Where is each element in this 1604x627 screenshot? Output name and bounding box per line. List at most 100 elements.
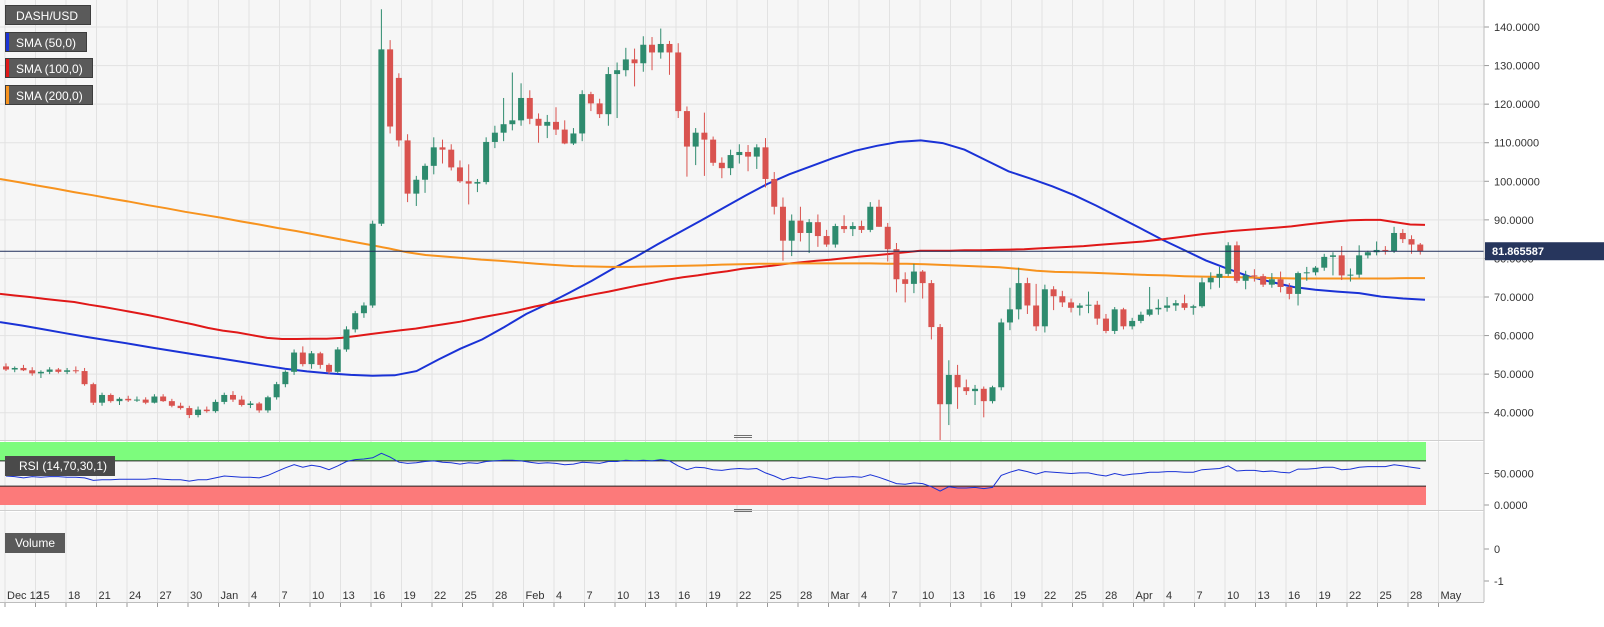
candle-down (387, 49, 394, 127)
volume-tick-label: 0 (1494, 544, 1500, 556)
candle-up (212, 401, 219, 412)
pane-resize-handle-lower[interactable] (734, 508, 752, 514)
candle-down (963, 387, 970, 392)
candle-up (474, 182, 481, 184)
candle-down (3, 366, 9, 370)
candle-down (238, 399, 245, 405)
candle-down (1033, 305, 1040, 327)
time-tick-label: 28 (1410, 590, 1422, 602)
candle-up (378, 49, 385, 224)
legend-sma-50[interactable]: SMA (50,0) (5, 32, 87, 52)
candle-down (1102, 318, 1109, 331)
candle-down (718, 162, 725, 169)
candle-down (177, 405, 184, 409)
rsi-tick-label: 0.0000 (1494, 500, 1528, 512)
candle-up (605, 74, 612, 115)
candle-up (1329, 255, 1336, 257)
legend-dash-usd[interactable]: DASH/USD (5, 5, 91, 25)
candle-up (1172, 303, 1179, 306)
candle-up (1207, 277, 1214, 283)
price-tick-label: 140.0000 (1494, 22, 1540, 34)
candle-up (753, 147, 760, 157)
candle-up (369, 223, 376, 306)
price-tick-label: 130.0000 (1494, 61, 1540, 73)
time-tick-label: 25 (465, 590, 477, 602)
pane-resize-handle-upper[interactable] (734, 434, 752, 440)
time-tick-label: 13 (648, 590, 660, 602)
candle-up (1015, 283, 1022, 310)
candle-up (500, 124, 507, 133)
candle-up (37, 371, 44, 374)
candle-down (81, 371, 88, 385)
legend-swatch (6, 86, 9, 104)
time-tick-label: 27 (160, 590, 172, 602)
candle-down (666, 43, 673, 53)
candle-up (334, 349, 341, 372)
candle-down (1277, 279, 1284, 287)
candle-down (771, 178, 778, 207)
candle-up (1199, 282, 1206, 307)
candle-up (195, 409, 202, 416)
time-tick-label: 19 (1014, 590, 1026, 602)
legend-label: SMA (100,0) (16, 62, 83, 76)
candle-down (762, 147, 769, 179)
time-tick-label: 16 (373, 590, 385, 602)
candle-down (448, 149, 455, 168)
candle-up (264, 397, 271, 411)
candle-down (395, 77, 402, 141)
candle-up (413, 179, 420, 194)
candle-up (544, 121, 551, 126)
time-tick-label: Mar (831, 590, 850, 602)
candle-down (1260, 276, 1267, 285)
candle-down (683, 111, 690, 147)
candle-down (326, 364, 333, 372)
candle-down (317, 353, 324, 365)
candle-down (561, 129, 568, 144)
rsi-legend[interactable]: RSI (14,70,30,1) (5, 456, 116, 476)
candle-up (806, 222, 813, 233)
volume-legend[interactable]: Volume (5, 533, 66, 553)
candle-up (1216, 273, 1223, 278)
candle-down (107, 394, 114, 402)
candle-up (1391, 232, 1398, 252)
time-tick-label: 30 (190, 590, 202, 602)
candle-down (29, 370, 36, 374)
candle-down (980, 388, 987, 402)
legend-label: SMA (50,0) (16, 36, 77, 50)
candle-down (186, 408, 193, 416)
candle-down (884, 226, 891, 250)
candle-up (282, 371, 289, 385)
time-tick-label: 10 (312, 590, 324, 602)
candle-down (954, 374, 961, 388)
legend-sma-100[interactable]: SMA (100,0) (5, 58, 93, 78)
candle-down (596, 103, 603, 115)
volume-tick-label: -1 (1494, 576, 1504, 588)
time-tick-label: 19 (1319, 590, 1331, 602)
candle-down (1059, 296, 1066, 303)
candle-down (902, 279, 909, 284)
candle-down (675, 52, 682, 112)
candle-up (343, 329, 350, 350)
sma-line-1000 (0, 218, 1426, 340)
legend-swatch (6, 59, 9, 77)
candle-up (1242, 275, 1249, 281)
candle-down (745, 151, 752, 157)
candle-down (125, 398, 132, 401)
candle-up (1076, 305, 1083, 308)
candle-up (1129, 320, 1136, 327)
legend-sma-200[interactable]: SMA (200,0) (5, 85, 93, 105)
time-tick-label: 13 (343, 590, 355, 602)
price-tick-label: 50.0000 (1494, 369, 1534, 381)
candle-layer (3, 9, 1424, 441)
candle-up (849, 226, 856, 230)
time-tick-label: 18 (68, 590, 80, 602)
candle-up (46, 369, 53, 372)
candle-up (1312, 267, 1319, 273)
time-tick-label: 15 (38, 590, 50, 602)
legend-label: DASH/USD (16, 9, 79, 23)
candle-up (622, 59, 629, 71)
candle-up (972, 388, 979, 392)
time-tick-label: Dec 12 (7, 590, 42, 602)
